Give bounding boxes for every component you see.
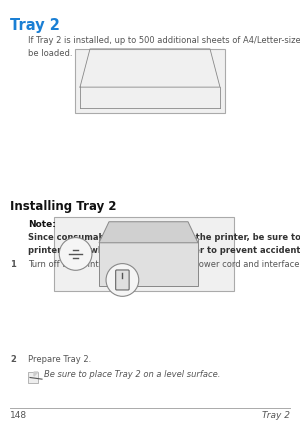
Text: 1: 1 bbox=[10, 260, 16, 269]
Text: If Tray 2 is installed, up to 500 additional sheets of A4/Letter-size paper can
: If Tray 2 is installed, up to 500 additi… bbox=[28, 36, 300, 57]
Text: Note:: Note: bbox=[28, 220, 56, 229]
Circle shape bbox=[106, 264, 139, 296]
Text: Turn off the printer and disconnect the power cord and interface cables.: Turn off the printer and disconnect the … bbox=[28, 260, 300, 269]
Text: Tray 2: Tray 2 bbox=[10, 18, 60, 33]
Bar bbox=[54, 217, 234, 291]
FancyBboxPatch shape bbox=[116, 270, 129, 290]
Text: Since consumables are installed in the printer, be sure to keep the
printer leve: Since consumables are installed in the p… bbox=[28, 233, 300, 255]
Circle shape bbox=[59, 238, 92, 270]
Text: Installing Tray 2: Installing Tray 2 bbox=[10, 200, 116, 213]
Text: 2: 2 bbox=[10, 355, 16, 364]
Text: Be sure to place Tray 2 on a level surface.: Be sure to place Tray 2 on a level surfa… bbox=[44, 370, 220, 379]
Text: 148: 148 bbox=[10, 411, 27, 420]
Polygon shape bbox=[99, 222, 198, 243]
Text: Prepare Tray 2.: Prepare Tray 2. bbox=[28, 355, 91, 364]
Polygon shape bbox=[34, 372, 38, 376]
Bar bbox=[75, 49, 225, 113]
Bar bbox=[99, 238, 198, 286]
Text: Tray 2: Tray 2 bbox=[262, 411, 290, 420]
Bar bbox=[28, 372, 38, 383]
